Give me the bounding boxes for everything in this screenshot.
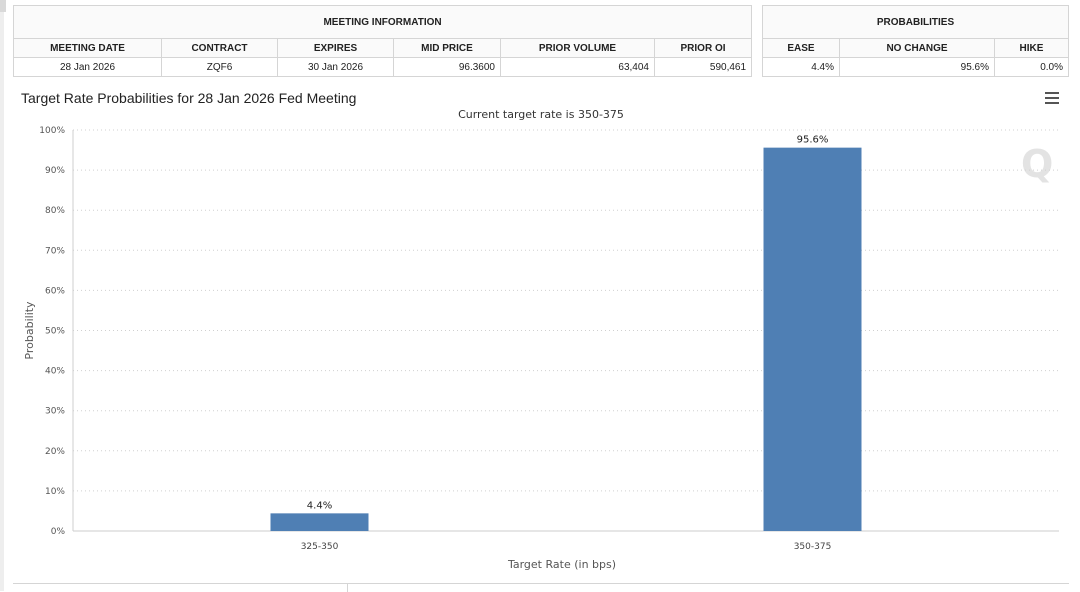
bar-data-label: 95.6% [797, 135, 829, 146]
header-expires: EXPIRES [277, 38, 394, 58]
table-row: 28 Jan 2026 ZQF6 30 Jan 2026 96.3600 63,… [13, 57, 753, 77]
y-tick-label: 80% [45, 206, 65, 216]
table-row: 4.4% 95.6% 0.0% [762, 57, 1070, 77]
bar-data-label: 4.4% [307, 500, 332, 511]
chart-title: Target Rate Probabilities for 28 Jan 202… [21, 90, 357, 106]
watermark-logo: Q [1021, 142, 1054, 186]
y-tick-label: 70% [45, 246, 65, 256]
y-axis-title: Probability [23, 301, 36, 360]
y-tick-label: 50% [45, 327, 65, 337]
x-axis-title: Target Rate (in bps) [507, 558, 616, 571]
contract-cell: ZQF6 [161, 57, 278, 77]
probabilities-table: PROBABILITIES EASE NO CHANGE HIKE 4.4% 9… [761, 5, 1070, 77]
y-tick-label: 20% [45, 447, 65, 457]
meeting-date-cell: 28 Jan 2026 [13, 57, 162, 77]
y-tick-label: 10% [45, 487, 65, 497]
header-no-change: NO CHANGE [839, 38, 995, 58]
x-tick-label: 350-375 [794, 542, 832, 552]
meeting-information-header: MEETING INFORMATION [12, 5, 753, 39]
bar-325-350 [270, 513, 369, 531]
y-tick-label: 60% [45, 286, 65, 296]
probabilities-header: PROBABILITIES [761, 5, 1070, 39]
column-divider [347, 584, 348, 592]
bar-350-375 [763, 147, 862, 532]
header-hike: HIKE [993, 38, 1070, 58]
y-tick-label: 40% [45, 367, 65, 377]
left-edge-strip [0, 0, 6, 591]
edge-nub [0, 0, 6, 12]
meeting-information-table: MEETING INFORMATION MEETING DATE CONTRAC… [12, 5, 753, 77]
no-change-cell: 95.6% [839, 57, 995, 77]
bottom-table-edge [13, 583, 1069, 592]
ease-cell: 4.4% [762, 57, 840, 77]
header-ease: EASE [762, 38, 840, 58]
hamburger-menu-icon[interactable] [1045, 92, 1059, 104]
chart-plot: 0% 10% 20% 30% 40% 50% 60% 70% 80% 90% 100% 4.4% 325… [23, 126, 1059, 571]
prior-volume-cell: 63,404 [500, 57, 655, 77]
hike-cell: 0.0% [993, 57, 1070, 77]
y-tick-label: 30% [45, 407, 65, 417]
header-meeting-date: MEETING DATE [13, 38, 162, 58]
mid-price-cell: 96.3600 [393, 57, 501, 77]
header-contract: CONTRACT [161, 38, 278, 58]
target-rate-chart: Target Rate Probabilities for 28 Jan 202… [13, 84, 1069, 578]
expires-cell: 30 Jan 2026 [277, 57, 394, 77]
x-tick-label: 325-350 [301, 542, 339, 552]
header-prior-oi: PRIOR OI [653, 38, 753, 58]
header-mid-price: MID PRICE [393, 38, 501, 58]
prior-oi-cell: 590,461 [653, 57, 753, 77]
y-tick-label: 100% [39, 126, 65, 136]
y-tick-label: 0% [51, 527, 66, 537]
header-prior-volume: PRIOR VOLUME [500, 38, 655, 58]
y-tick-label: 90% [45, 166, 65, 176]
chart-subtitle: Current target rate is 350-375 [458, 108, 624, 121]
